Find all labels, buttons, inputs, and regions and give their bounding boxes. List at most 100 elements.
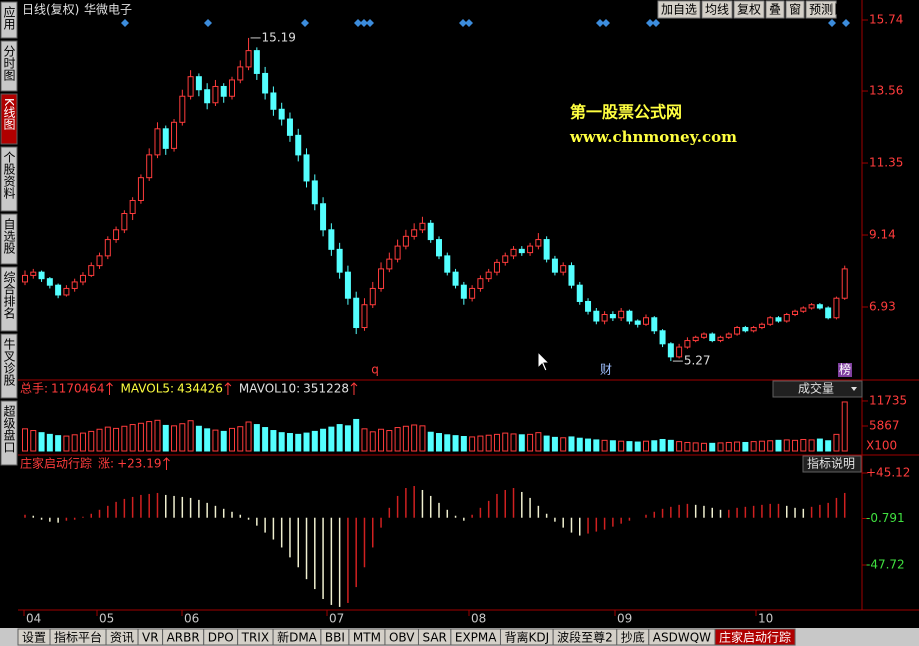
candle-body bbox=[783, 314, 790, 322]
toolbar-label[interactable]: 复权 bbox=[737, 3, 761, 17]
y-tick-label: 15.74 bbox=[869, 13, 903, 27]
toolbar-label[interactable]: 加自选 bbox=[661, 3, 697, 17]
volume-bar bbox=[419, 425, 426, 452]
price-annotation: 15.19 bbox=[262, 30, 296, 44]
candle-body bbox=[444, 255, 451, 273]
bottom-tab[interactable] bbox=[714, 628, 796, 646]
signal-marker bbox=[646, 19, 654, 27]
candle-body bbox=[551, 258, 558, 273]
volume-bar bbox=[129, 424, 136, 452]
volume-bar bbox=[493, 433, 500, 452]
volume-bar bbox=[593, 439, 600, 452]
candle-body bbox=[535, 239, 542, 247]
side-tab[interactable] bbox=[0, 146, 18, 212]
side-tab[interactable] bbox=[0, 40, 18, 92]
bottom-tab-label[interactable]: 资讯 bbox=[110, 631, 134, 645]
bottom-tab-label[interactable]: TRIX bbox=[241, 631, 269, 645]
candle-body bbox=[460, 284, 467, 299]
bottom-tab-label[interactable]: 设置 bbox=[22, 631, 46, 645]
selector-arrow[interactable] bbox=[851, 387, 857, 391]
toolbar-label[interactable]: 叠 bbox=[769, 3, 781, 17]
dropdown-icon[interactable] bbox=[852, 7, 858, 12]
volume-bar bbox=[278, 432, 285, 452]
bottom-tab-label[interactable]: ASDWQW bbox=[653, 631, 711, 645]
toolbar-button[interactable] bbox=[701, 0, 733, 19]
toolbar-button[interactable] bbox=[785, 0, 805, 19]
volume-bar bbox=[609, 440, 616, 452]
volume-bar bbox=[502, 432, 509, 452]
side-tab-label[interactable]: K线图 bbox=[2, 98, 16, 130]
bottom-tab-label[interactable]: 新DMA bbox=[277, 630, 318, 645]
volume-bar bbox=[88, 430, 95, 452]
side-tab-label[interactable]: 牛叉诊股 bbox=[2, 337, 16, 387]
selector-box[interactable] bbox=[772, 380, 863, 398]
bottom-tab-label[interactable]: ARBR bbox=[167, 631, 200, 645]
toolbar-button[interactable] bbox=[733, 0, 765, 19]
side-tab[interactable] bbox=[0, 1, 18, 39]
candle-body bbox=[477, 278, 484, 289]
volume-bar bbox=[154, 419, 161, 452]
bottom-tab-label[interactable]: VR bbox=[142, 631, 159, 645]
volume-bar bbox=[667, 439, 674, 452]
bottom-tab-label[interactable]: DPO bbox=[208, 631, 234, 645]
toolbar-label[interactable]: 预测 bbox=[809, 3, 833, 17]
volume-bar bbox=[113, 427, 120, 452]
bottom-tab-label[interactable]: MTM bbox=[353, 631, 381, 645]
side-tab-label[interactable]: 自选股 bbox=[2, 218, 16, 255]
side-tab[interactable] bbox=[0, 400, 18, 466]
bottom-tab-label[interactable]: OBV bbox=[389, 631, 415, 645]
volume-bar bbox=[825, 440, 832, 452]
side-tab-label[interactable]: 超级盘口 bbox=[2, 404, 16, 453]
side-tab-label[interactable]: 应用 bbox=[2, 5, 16, 31]
bottom-tab-label[interactable]: EXPMA bbox=[455, 631, 497, 645]
volume-bar bbox=[55, 435, 62, 452]
toolbar-button[interactable] bbox=[765, 0, 785, 19]
toolbar-label[interactable]: 均线 bbox=[705, 3, 729, 17]
nav-icon[interactable] bbox=[835, 3, 847, 15]
candle-body bbox=[171, 121, 178, 149]
candle-body bbox=[684, 340, 691, 348]
bottom-tab-label[interactable]: 波段至尊2 bbox=[557, 630, 613, 645]
candle-body bbox=[270, 92, 277, 110]
help-button[interactable] bbox=[802, 455, 862, 473]
volume-bar bbox=[543, 435, 550, 452]
candle-body bbox=[560, 265, 567, 273]
arrow-icon bbox=[224, 382, 232, 395]
selector-label[interactable]: 成交量 bbox=[798, 381, 834, 396]
bottom-tab-label[interactable]: SAR bbox=[422, 631, 446, 645]
volume-bar bbox=[320, 428, 327, 452]
volume-bar bbox=[361, 428, 368, 452]
side-tab[interactable] bbox=[0, 266, 18, 332]
side-tab[interactable] bbox=[0, 93, 18, 145]
bottom-tab-label[interactable]: 指标平台 bbox=[54, 630, 102, 645]
bottom-tab-label[interactable]: 庄家启动行踪 bbox=[719, 630, 791, 645]
side-tab-label[interactable]: 综合排名 bbox=[2, 271, 16, 319]
volume-bar bbox=[311, 430, 318, 452]
volume-bar bbox=[71, 434, 78, 452]
candle-body bbox=[278, 108, 285, 120]
side-tab[interactable] bbox=[0, 213, 18, 265]
side-tab-label[interactable]: 分时图 bbox=[2, 45, 16, 81]
volume-bar bbox=[394, 427, 401, 452]
volume-bar bbox=[220, 430, 227, 452]
bottom-tab-label[interactable]: 背离KDJ bbox=[504, 630, 549, 645]
volume-bar bbox=[659, 438, 666, 452]
volume-bar bbox=[30, 430, 37, 452]
bottom-tab-label[interactable]: 抄底 bbox=[621, 630, 645, 645]
candle-body bbox=[436, 239, 442, 257]
candle-body bbox=[146, 154, 153, 179]
toolbar-button[interactable] bbox=[657, 0, 701, 19]
candle-body bbox=[344, 271, 351, 299]
toolbar-label[interactable]: 窗 bbox=[789, 3, 801, 17]
side-tab[interactable] bbox=[0, 333, 18, 399]
volume-bar bbox=[833, 433, 840, 452]
candle-body bbox=[353, 297, 360, 329]
volume-bar bbox=[634, 441, 641, 452]
volume-bar bbox=[427, 431, 434, 452]
side-tab-label[interactable]: 个股资料 bbox=[2, 151, 16, 199]
volume-bar bbox=[816, 438, 823, 452]
candle-body bbox=[204, 89, 211, 104]
bottom-tab-label[interactable]: BBI bbox=[325, 631, 345, 645]
help-button-label[interactable]: 指标说明 bbox=[807, 456, 855, 471]
